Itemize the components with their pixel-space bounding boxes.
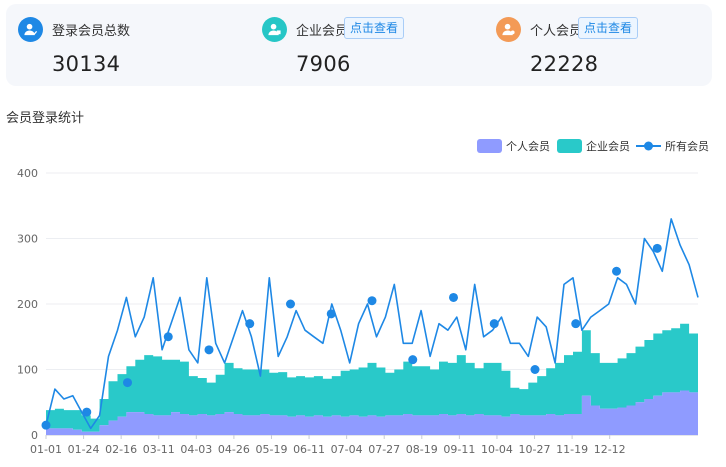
enterprise-area bbox=[46, 323, 698, 432]
all-members-point bbox=[408, 355, 418, 365]
x-tick-label: 04-03 bbox=[180, 443, 212, 456]
stat-value: 22228 bbox=[530, 52, 599, 76]
x-tick-label: 04-26 bbox=[218, 443, 250, 456]
legend-swatch-dot bbox=[644, 141, 653, 151]
chart-axes: 0 100 200 300 400 01-01 01-24 02-16 03-11 04-03 04… bbox=[17, 167, 626, 456]
all-members-point bbox=[204, 345, 214, 355]
all-members-point bbox=[41, 420, 51, 430]
stat-personal-members: 个人会员 点击查看 22228 bbox=[484, 4, 712, 86]
stat-label: 登录会员总数 bbox=[52, 24, 131, 39]
all-members-point bbox=[82, 407, 92, 417]
all-members-point bbox=[367, 296, 377, 306]
chart-areas bbox=[46, 323, 698, 435]
y-tick-label: 200 bbox=[17, 298, 38, 311]
y-tick-label: 100 bbox=[17, 364, 38, 377]
x-tick-label: 01-24 bbox=[68, 443, 100, 456]
stat-label: 企业会员 bbox=[296, 24, 349, 39]
legend-swatch bbox=[557, 139, 582, 153]
all-members-point bbox=[326, 309, 336, 319]
x-tick-label: 07-27 bbox=[368, 443, 400, 456]
stat-value: 30134 bbox=[52, 52, 121, 76]
x-tick-label: 10-04 bbox=[481, 443, 513, 456]
chart-legend: 个人会员 企业会员 所有会员 bbox=[477, 139, 709, 153]
all-members-point bbox=[245, 319, 255, 329]
x-tick-label: 02-16 bbox=[105, 443, 137, 456]
legend-label: 个人会员 bbox=[506, 140, 550, 153]
x-tick-label: 11-19 bbox=[556, 443, 588, 456]
all-members-point bbox=[530, 365, 540, 374]
legend-label: 企业会员 bbox=[586, 139, 630, 153]
x-tick-label: 07-04 bbox=[331, 443, 363, 456]
stat-enterprise-members: 企业会员 点击查看 7906 bbox=[250, 4, 480, 86]
user-group-icon bbox=[18, 17, 43, 42]
x-tick-label: 09-11 bbox=[443, 443, 475, 456]
all-members-point bbox=[123, 378, 132, 388]
all-members-point bbox=[612, 266, 621, 276]
all-members-point bbox=[571, 319, 581, 329]
all-members-point bbox=[163, 332, 173, 342]
x-tick-label: 03-11 bbox=[143, 443, 175, 456]
stat-value: 7906 bbox=[296, 52, 351, 76]
x-tick-label: 10-27 bbox=[519, 443, 551, 456]
stat-label: 个人会员 bbox=[530, 24, 583, 39]
all-members-point bbox=[489, 319, 499, 329]
all-members-point bbox=[286, 299, 295, 309]
x-tick-label: 08-19 bbox=[406, 443, 438, 456]
y-tick-label: 400 bbox=[17, 167, 38, 180]
personal-user-icon bbox=[496, 17, 521, 42]
view-personal-link[interactable]: 点击查看 bbox=[578, 17, 639, 39]
all-members-point bbox=[449, 292, 458, 302]
stat-total-members: 登录会员总数 30134 bbox=[6, 4, 236, 86]
enterprise-user-icon bbox=[262, 17, 287, 42]
x-tick-label: 12-12 bbox=[594, 443, 626, 456]
y-tick-label: 0 bbox=[31, 429, 38, 442]
all-members-point bbox=[652, 243, 662, 253]
section-title: 会员登录统计 bbox=[6, 111, 85, 126]
member-login-chart: 0 100 200 300 400 01-01 01-24 02-16 03-11 04-03 04… bbox=[17, 139, 709, 456]
x-tick-label: 06-11 bbox=[293, 443, 325, 456]
all-members-line bbox=[45, 218, 699, 430]
x-tick-label: 01-01 bbox=[30, 443, 62, 456]
personal-area bbox=[46, 390, 698, 435]
stats-panel: 登录会员总数 30134 企业会员 点击查看 7906 个人会员 点击查看 22… bbox=[6, 4, 712, 86]
y-tick-label: 300 bbox=[17, 233, 38, 246]
x-tick-label: 05-19 bbox=[255, 443, 287, 456]
chart-line bbox=[45, 218, 699, 430]
chart-markers bbox=[41, 243, 662, 430]
legend-swatch bbox=[477, 139, 502, 153]
legend-label: 所有会员 bbox=[665, 139, 709, 153]
view-enterprise-link[interactable]: 点击查看 bbox=[344, 17, 405, 39]
